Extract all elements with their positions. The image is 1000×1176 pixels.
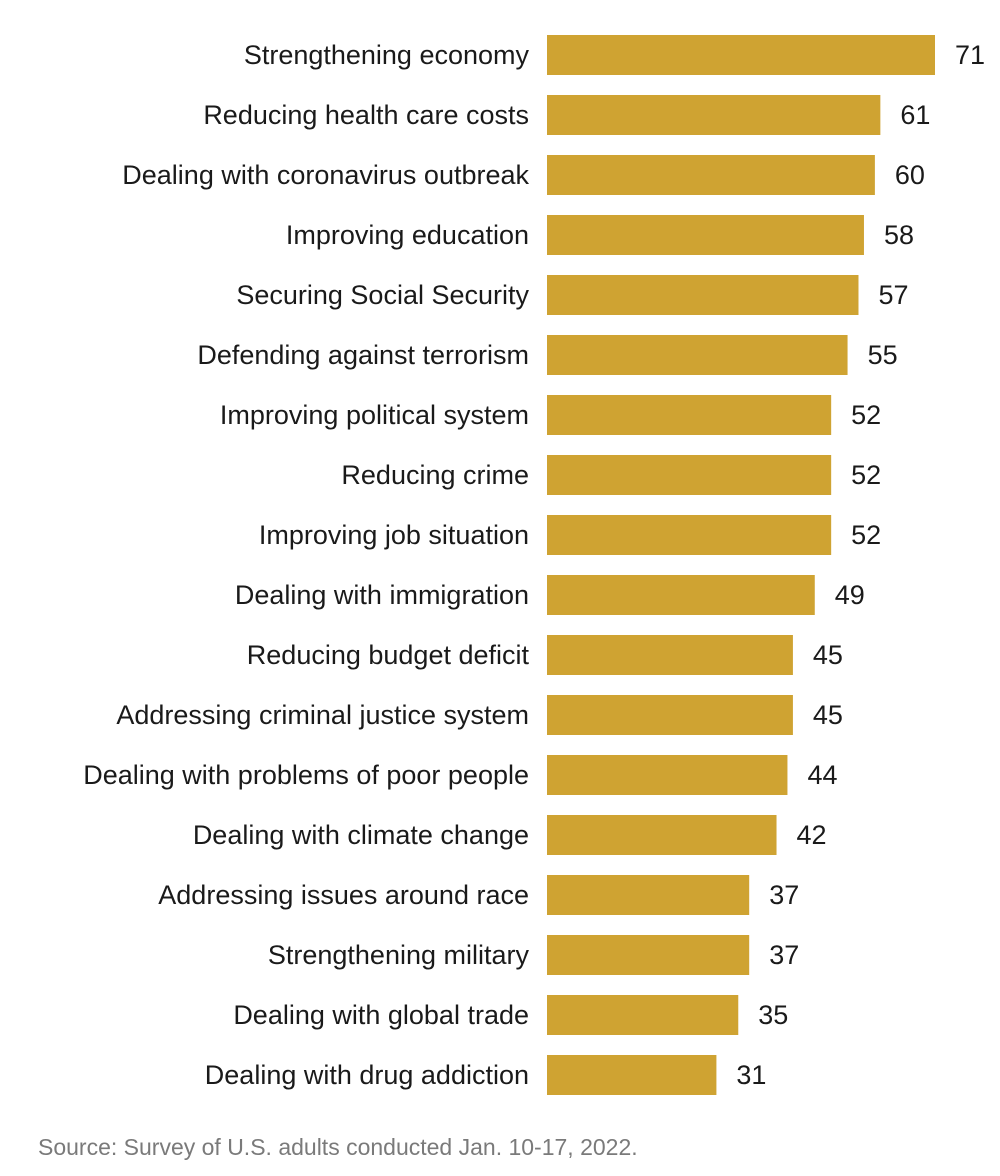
category-label: Securing Social Security [236, 280, 529, 310]
bar [547, 755, 788, 795]
category-label: Strengthening military [268, 940, 530, 970]
category-label: Improving political system [220, 400, 529, 430]
bar [547, 995, 739, 1035]
bar [547, 815, 777, 855]
bar [547, 1055, 717, 1095]
value-label: 55 [868, 340, 898, 370]
value-label: 45 [813, 640, 843, 670]
value-labels: 71 61 60 58 57 55 52 52 52 49 45 45 44 42 37 37 35 31 [736, 40, 985, 1090]
bar [547, 515, 832, 555]
bar [547, 155, 875, 195]
category-label: Strengthening economy [244, 40, 530, 70]
bar [547, 395, 832, 435]
bar [547, 275, 859, 315]
source-note: Source: Survey of U.S. adults conducted … [38, 1134, 638, 1160]
bar [547, 95, 881, 135]
category-label: Addressing criminal justice system [116, 700, 529, 730]
category-label: Dealing with coronavirus outbreak [122, 160, 529, 190]
bars [547, 35, 935, 1095]
value-label: 57 [878, 280, 908, 310]
value-label: 31 [736, 1060, 766, 1090]
value-label: 37 [769, 880, 799, 910]
value-label: 49 [835, 580, 865, 610]
bar-chart: Strengthening economy Reducing health car… [83, 35, 985, 1095]
category-label: Defending against terrorism [197, 340, 529, 370]
value-label: 52 [851, 400, 881, 430]
value-label: 60 [895, 160, 925, 190]
category-label: Dealing with problems of poor people [83, 760, 529, 790]
value-label: 42 [797, 820, 827, 850]
bar [547, 455, 832, 495]
value-label: 35 [758, 1000, 788, 1030]
category-label: Reducing budget deficit [247, 640, 530, 670]
category-label: Improving job situation [259, 520, 529, 550]
bar [547, 875, 750, 915]
category-label: Reducing crime [341, 460, 529, 490]
bar [547, 695, 793, 735]
category-label: Dealing with drug addiction [205, 1060, 529, 1090]
bar [547, 215, 864, 255]
value-label: 45 [813, 700, 843, 730]
category-label: Dealing with climate change [193, 820, 529, 850]
bar [547, 335, 848, 375]
value-label: 71 [955, 40, 985, 70]
category-label: Dealing with global trade [233, 1000, 529, 1030]
value-label: 37 [769, 940, 799, 970]
category-label: Reducing health care costs [203, 100, 529, 130]
bar [547, 635, 793, 675]
category-label: Addressing issues around race [158, 880, 529, 910]
value-label: 52 [851, 460, 881, 490]
value-label: 61 [900, 100, 930, 130]
category-label: Improving education [286, 220, 529, 250]
value-label: 44 [807, 760, 837, 790]
value-label: 58 [884, 220, 914, 250]
bar [547, 575, 815, 615]
value-label: 52 [851, 520, 881, 550]
bar [547, 935, 750, 975]
bar [547, 35, 935, 75]
category-labels: Strengthening economy Reducing health car… [83, 40, 529, 1090]
category-label: Dealing with immigration [235, 580, 529, 610]
